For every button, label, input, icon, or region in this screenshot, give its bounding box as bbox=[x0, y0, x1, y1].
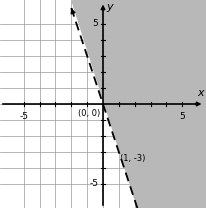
Text: y: y bbox=[106, 2, 113, 12]
Text: (1, -3): (1, -3) bbox=[121, 154, 146, 163]
Text: x: x bbox=[197, 88, 204, 98]
Text: -5: -5 bbox=[89, 180, 98, 188]
Text: (0, 0): (0, 0) bbox=[78, 109, 101, 118]
Text: 5: 5 bbox=[179, 112, 185, 121]
Text: 5: 5 bbox=[92, 20, 98, 28]
Polygon shape bbox=[71, 0, 206, 208]
Text: -5: -5 bbox=[19, 112, 28, 121]
